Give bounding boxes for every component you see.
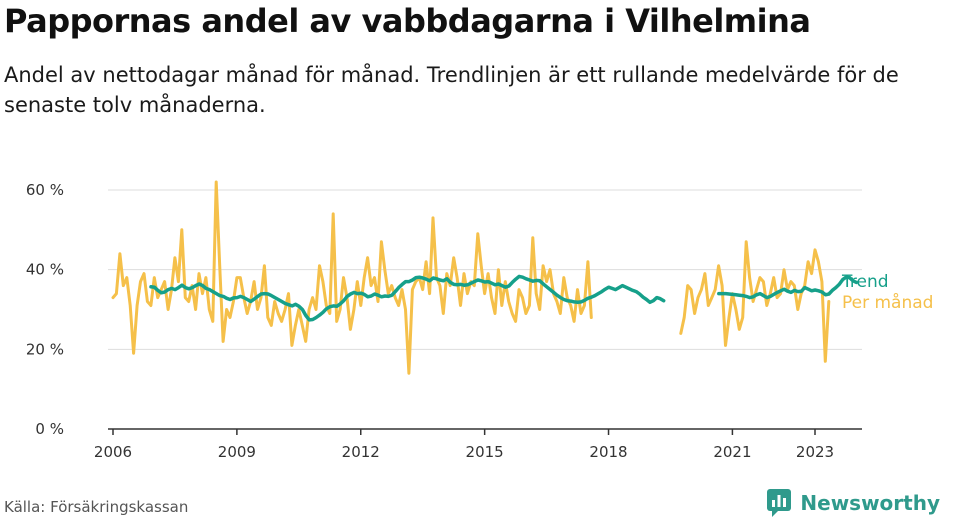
x-tick-label: 2012	[342, 443, 380, 461]
x-tick-label: 2023	[796, 443, 834, 461]
x-tick-label: 2006	[94, 443, 132, 461]
series-line-trend-segment-0	[149, 274, 666, 322]
series-lines	[111, 180, 859, 375]
chart-title: Pappornas andel av vabbdagarna i Vilhelm…	[4, 2, 811, 40]
x-tick-label: 2009	[218, 443, 256, 461]
series-line-trend-segment-1	[717, 275, 859, 300]
y-tick-label: 20 %	[26, 340, 64, 358]
x-tick-label: 2018	[589, 443, 627, 461]
source-note: Källa: Försäkringskassan	[4, 498, 189, 516]
y-tick-label: 40 %	[26, 261, 64, 279]
chart-subtitle: Andel av nettodagar månad för månad. Tre…	[4, 63, 899, 117]
series-line-per-manad-segment-1	[679, 240, 831, 363]
legend-label-trend: Trend	[841, 272, 889, 292]
brand-name: Newsworthy	[800, 491, 940, 515]
legend-label-per-manad: Per månad	[842, 292, 933, 313]
y-tick-label: 0 %	[35, 420, 64, 438]
y-tick-label: 60 %	[26, 181, 64, 199]
series-line-per-manad-segment-0	[111, 180, 593, 375]
brand-logo[interactable]: Newsworthy	[766, 488, 940, 518]
axes: 0 % 20 % 40 % 60 % 2006 2009 2012 2015 2018 2021 2…	[26, 181, 862, 461]
x-tick-label: 2015	[466, 443, 504, 461]
grid-lines	[108, 189, 862, 350]
x-tick-label: 2021	[713, 443, 751, 461]
newsworthy-logo-icon	[767, 489, 792, 517]
